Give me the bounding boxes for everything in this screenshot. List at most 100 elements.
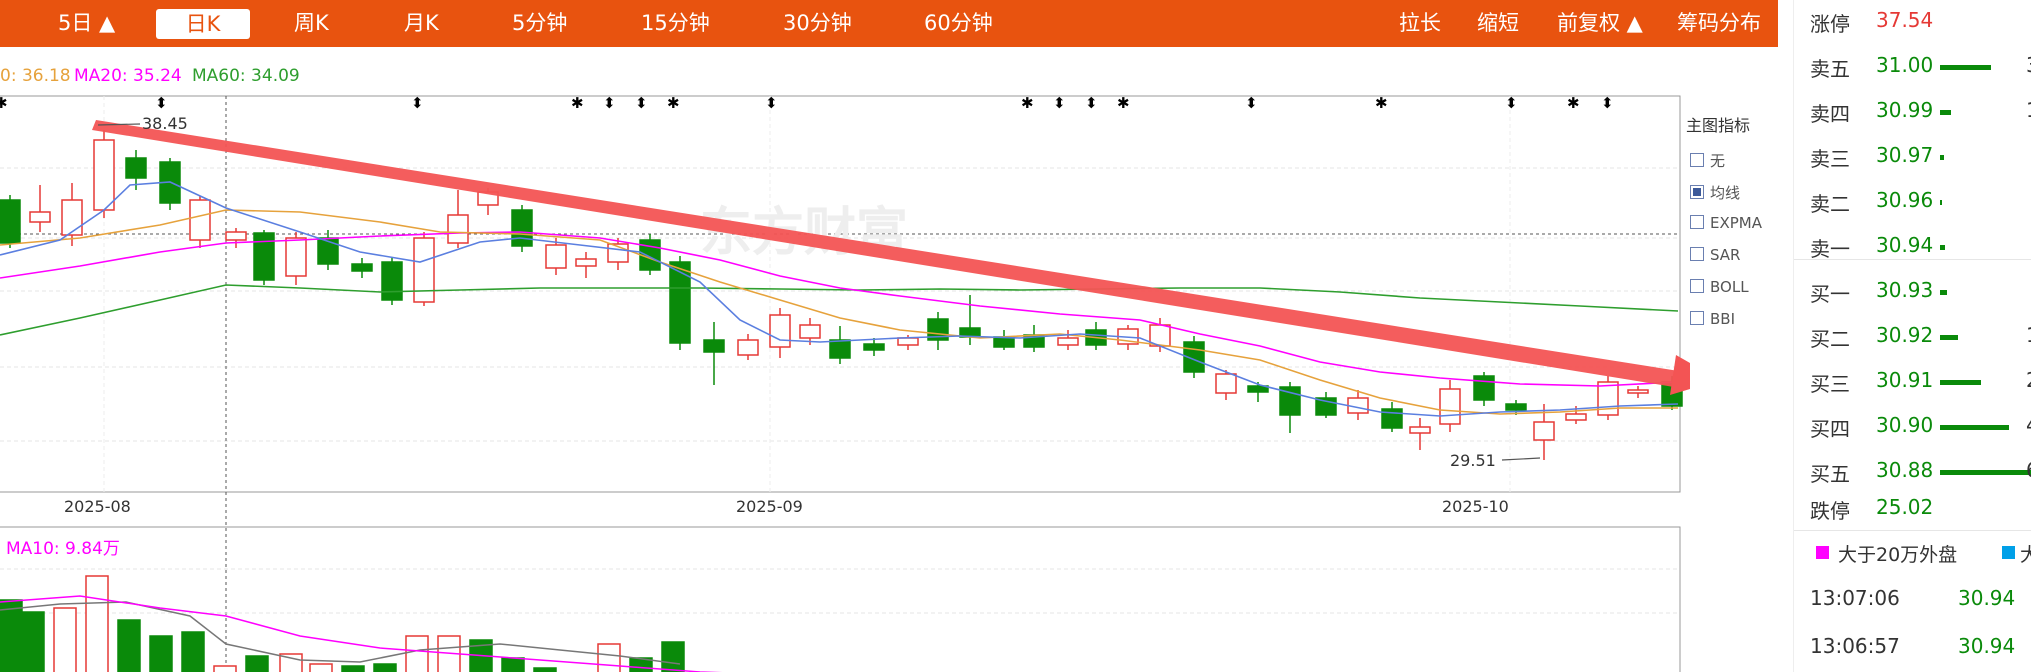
level-price: 31.00 — [1876, 53, 1934, 77]
toolbar-period-1[interactable]: 日K — [156, 9, 250, 39]
toolbar-action-3[interactable]: 筹码分布 — [1677, 11, 1761, 35]
ma5-line — [0, 181, 1679, 417]
level-volume-bar — [1940, 380, 1981, 385]
indicator-option-0[interactable]: 无 — [1690, 150, 1725, 171]
event-marker-icon: ✱ — [0, 94, 8, 112]
candle-body — [737, 339, 759, 356]
volume-bar — [341, 665, 365, 672]
candle-body — [1533, 421, 1555, 441]
candle-body — [1505, 403, 1527, 411]
candle-body — [93, 139, 115, 211]
toolbar-action-2[interactable]: 前复权 ▲ — [1557, 11, 1643, 35]
level-volume-bar — [1940, 425, 2009, 430]
volume-ma10-line — [0, 595, 723, 672]
x-axis-date-label: 2025-08 — [64, 497, 131, 516]
event-marker-icon: ⬍ — [1085, 94, 1098, 112]
level-price: 30.91 — [1876, 368, 1934, 392]
toolbar-action-0[interactable]: 拉长 — [1399, 11, 1441, 35]
candle-body — [285, 237, 307, 277]
checkbox-icon[interactable] — [1690, 279, 1704, 293]
volume-ma10-legend: MA10: 9.84万 — [6, 539, 120, 559]
event-marker-icon: ✱ — [1021, 94, 1034, 112]
volume-bar — [181, 631, 205, 672]
high-label-pointer — [97, 123, 141, 126]
indicator-option-5[interactable]: BBI — [1690, 310, 1735, 328]
level-price: 30.90 — [1876, 413, 1934, 437]
level-label: 卖三 — [1810, 147, 1850, 171]
candle-body — [125, 157, 147, 179]
candle-body — [1215, 373, 1237, 394]
limit-up-price: 37.54 — [1876, 8, 1934, 32]
candle-body — [1057, 337, 1079, 346]
candle-body — [225, 231, 247, 241]
tick-time: 13:06:57 — [1810, 634, 1900, 658]
candle-body — [703, 339, 725, 353]
checkbox-icon[interactable] — [1690, 153, 1704, 167]
level-label: 买四 — [1810, 417, 1850, 441]
kline-chart[interactable]: 东方财富✱⬍⬍✱⬍⬍✱⬍✱⬍⬍✱⬍✱⬍✱⬍38.4529.512025-0820… — [0, 0, 1690, 672]
limit-up-row: 涨停 37.54 — [1794, 0, 2031, 40]
event-marker-icon: ⬍ — [1245, 94, 1258, 112]
large-buy-legend: 大于20万外盘 — [1838, 544, 1958, 566]
checkbox-icon[interactable] — [1690, 185, 1704, 199]
large-sell-legend-swatch — [2002, 546, 2015, 559]
candle-body — [799, 324, 821, 339]
toolbar-period-2[interactable]: 周K — [294, 11, 329, 35]
indicator-option-3[interactable]: SAR — [1690, 246, 1740, 264]
level-volume-bar — [1940, 110, 1951, 115]
tick-row: 13:06:57 30.94 — [1794, 630, 2031, 666]
toolbar-period-4[interactable]: 5分钟 — [512, 11, 568, 35]
trend-arrow-head-icon — [1670, 355, 1690, 395]
ma20-line — [0, 231, 1679, 387]
event-marker-icon: ⬍ — [1601, 94, 1614, 112]
toolbar-period-7[interactable]: 60分钟 — [924, 11, 993, 35]
level-volume: 6 — [2026, 458, 2031, 482]
period-toolbar: 5日 ▲ 日K 周K 月K 5分钟 15分钟 30分钟 60分钟 拉长 缩短 前复权 ▲ 筹码分布 — [0, 0, 1778, 47]
candle-body — [413, 237, 435, 303]
low-price-label: 29.51 — [1450, 451, 1496, 470]
checkbox-icon[interactable] — [1690, 215, 1704, 229]
order-book-asks-2: 卖四 30.99 1 — [1794, 90, 2031, 130]
checkbox-icon[interactable] — [1690, 247, 1704, 261]
level-label: 卖一 — [1810, 237, 1850, 261]
level-price: 30.96 — [1876, 188, 1934, 212]
toolbar-period-5[interactable]: 15分钟 — [641, 11, 710, 35]
level-volume: 1 — [2026, 323, 2031, 347]
level-label: 买一 — [1810, 282, 1850, 306]
candle-body — [351, 263, 373, 272]
candle-body — [511, 209, 533, 247]
order-book-bids-3: 买三 30.91 2 — [1794, 360, 2031, 400]
candle-body — [545, 244, 567, 269]
volume-bar — [533, 667, 557, 672]
candle-body — [575, 258, 597, 267]
ask-bid-divider — [1794, 259, 2031, 260]
event-marker-icon: ⬍ — [155, 94, 168, 112]
level-label: 买二 — [1810, 327, 1850, 351]
toolbar-period-6[interactable]: 30分钟 — [783, 11, 852, 35]
level-price: 30.88 — [1876, 458, 1934, 482]
order-book-asks-4: 卖二 30.96 — [1794, 180, 2031, 220]
toolbar-action-1[interactable]: 缩短 — [1477, 11, 1519, 35]
level-volume-bar — [1940, 335, 1958, 340]
checkbox-icon[interactable] — [1690, 311, 1704, 325]
level-label: 买三 — [1810, 372, 1850, 396]
order-book-bids-5: 买五 30.88 6 — [1794, 450, 2031, 490]
volume-bar — [373, 663, 397, 672]
ma10-legend: 0: 36.18 — [0, 66, 71, 86]
level-price: 30.92 — [1876, 323, 1934, 347]
event-marker-icon: ⬍ — [635, 94, 648, 112]
indicator-option-1[interactable]: 均线 — [1690, 182, 1740, 203]
volume-bar — [405, 635, 429, 672]
level-volume: 1 — [2026, 98, 2031, 122]
level-price: 30.94 — [1876, 233, 1934, 257]
limit-down-row: 跌停 25.02 — [1794, 487, 2031, 527]
indicator-option-2[interactable]: EXPMA — [1690, 214, 1762, 232]
indicator-option-4[interactable]: BOLL — [1690, 278, 1749, 296]
limit-down-label: 跌停 — [1810, 499, 1850, 523]
volume-bar — [245, 655, 269, 672]
level-price: 30.99 — [1876, 98, 1934, 122]
level-volume: 4 — [2026, 413, 2031, 437]
toolbar-period-0[interactable]: 5日 ▲ — [58, 11, 116, 35]
toolbar-period-3[interactable]: 月K — [404, 11, 439, 35]
level-volume: 3 — [2026, 53, 2031, 77]
